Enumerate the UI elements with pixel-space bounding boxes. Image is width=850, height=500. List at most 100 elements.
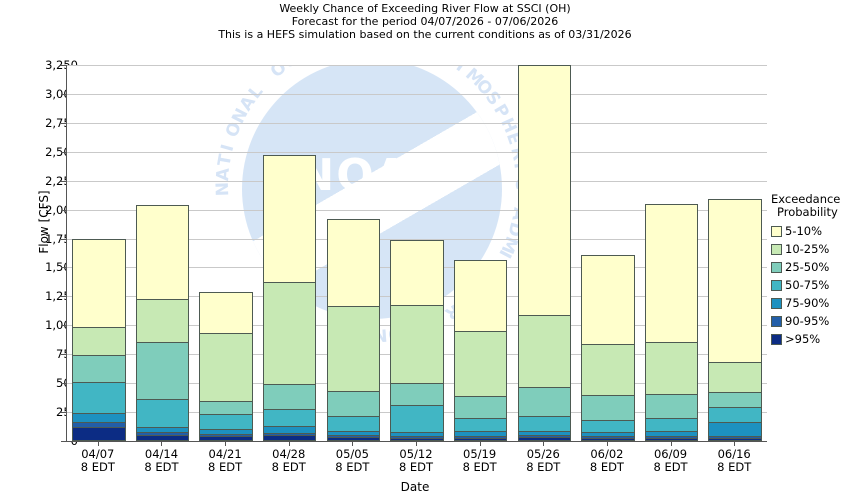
x-tick-label: 04/21 8 EDT [185,448,265,474]
bar-column[interactable] [72,238,126,441]
bar-column[interactable] [644,203,699,441]
bar-column[interactable] [263,155,317,441]
legend-swatch-icon [771,279,782,291]
x-tick-label: 06/02 8 EDT [567,448,647,474]
legend-row[interactable]: 10-25% [771,240,850,258]
x-tick-date: 04/14 [144,447,179,461]
x-tick-time: 8 EDT [144,460,179,474]
x-tick-label: 06/09 8 EDT [631,448,711,474]
x-tick-date: 05/12 [399,447,433,461]
bar-segment-95[interactable] [72,427,126,441]
chart-title-line-2: Forecast for the period 04/07/2026 - 07/… [291,15,559,28]
bar-column[interactable] [326,218,381,441]
x-tick-time: 8 EDT [398,460,434,474]
legend-label: 90-95% [785,314,830,328]
bar-segment-95[interactable] [326,436,381,441]
x-tick-date: 06/16 [717,447,751,461]
y-tick-mark [61,180,66,182]
x-tick-date: 04/21 [208,447,242,461]
legend-row[interactable]: 5-10% [771,222,850,240]
bar-segment-95[interactable] [263,435,317,441]
chart-title-line-3: This is a HEFS simulation based on the c… [218,28,632,41]
legend-label: >95% [785,332,821,346]
x-tick-mark [734,441,736,446]
bar-segment-95[interactable] [517,436,571,441]
legend-swatch-icon [771,333,782,345]
bar-column[interactable] [708,199,762,441]
legend-swatch-icon [771,315,782,327]
legend-items: 5-10% 10-25% 25-50% 50-75% 75-90% 90-95% >95% [771,222,850,348]
bar-series-group [67,65,767,441]
chart-title-line-1: Weekly Chance of Exceeding River Flow at… [279,2,571,15]
x-tick-mark [161,441,163,446]
x-tick-date: 06/02 [590,447,624,461]
y-tick-mark [61,65,66,66]
x-tick-label: 06/16 8 EDT [694,448,774,474]
x-tick-mark [543,441,545,446]
legend-title-line-1: Exceedance [771,192,841,206]
legend-label: 50-75% [785,278,830,292]
x-tick-mark [352,441,354,446]
gridline [67,441,767,442]
x-tick-date: 05/19 [463,447,497,461]
y-tick-mark [61,383,66,385]
bar-column[interactable] [199,292,253,441]
legend-title-line-2: Probability [777,205,838,219]
legend-row[interactable]: 25-50% [771,258,850,276]
bar-column[interactable] [581,255,635,441]
x-tick-mark [670,441,672,446]
bar-column[interactable] [453,259,508,441]
x-tick-time: 8 EDT [653,460,688,474]
legend-row[interactable]: >95% [771,330,850,348]
legend-row[interactable]: 50-75% [771,276,850,294]
gridline [67,151,767,153]
x-tick-date: 06/09 [653,447,688,461]
x-tick-mark [416,441,417,446]
bar-column[interactable] [517,65,571,441]
x-tick-label: 05/05 8 EDT [312,448,392,474]
x-tick-date: 05/05 [335,447,369,461]
y-tick-mark [61,325,66,327]
bar-segment-95[interactable] [199,436,253,441]
bar-segment-95[interactable] [453,437,508,441]
x-tick-time: 8 EDT [80,460,115,474]
x-tick-label: 04/28 8 EDT [249,448,329,474]
bar-segment-95[interactable] [708,437,762,441]
legend-title: Exceedance Probability [771,193,850,219]
legend-swatch-icon [771,225,782,237]
bar-column[interactable] [135,205,190,441]
bar-segment-95[interactable] [390,437,444,441]
bar-segment-95[interactable] [135,434,190,441]
legend-label: 5-10% [785,224,823,238]
gridline [67,238,767,240]
gridline [67,209,767,211]
chart-title-block: Weekly Chance of Exceeding River Flow at… [0,2,850,41]
x-tick-time: 8 EDT [526,460,561,474]
legend-label: 10-25% [785,242,830,256]
x-tick-date: 04/28 [272,447,306,461]
legend-row[interactable]: 90-95% [771,312,850,330]
gridline [67,65,767,66]
gridline [67,180,767,182]
legend: Exceedance Probability 5-10% 10-25% 25-50%… [771,193,850,348]
x-tick-time: 8 EDT [589,460,624,474]
x-tick-mark [606,441,608,446]
legend-swatch-icon [771,297,782,309]
legend-swatch-icon [771,243,782,255]
y-tick-mark [61,238,66,240]
x-tick-label: 04/07 8 EDT [58,448,138,474]
y-tick-mark [61,412,66,414]
y-tick-mark [61,267,66,269]
x-tick-mark [479,441,481,446]
x-tick-time: 8 EDT [271,460,306,474]
x-tick-date: 05/26 [526,447,560,461]
x-tick-label: 04/14 8 EDT [121,448,201,474]
x-tick-label: 05/19 8 EDT [440,448,520,474]
x-tick-mark [97,441,99,446]
y-tick-mark [61,151,66,153]
bar-segment-95[interactable] [581,437,635,441]
bar-column[interactable] [390,239,444,441]
bar-segment-95[interactable] [644,437,699,441]
legend-row[interactable]: 75-90% [771,294,850,312]
